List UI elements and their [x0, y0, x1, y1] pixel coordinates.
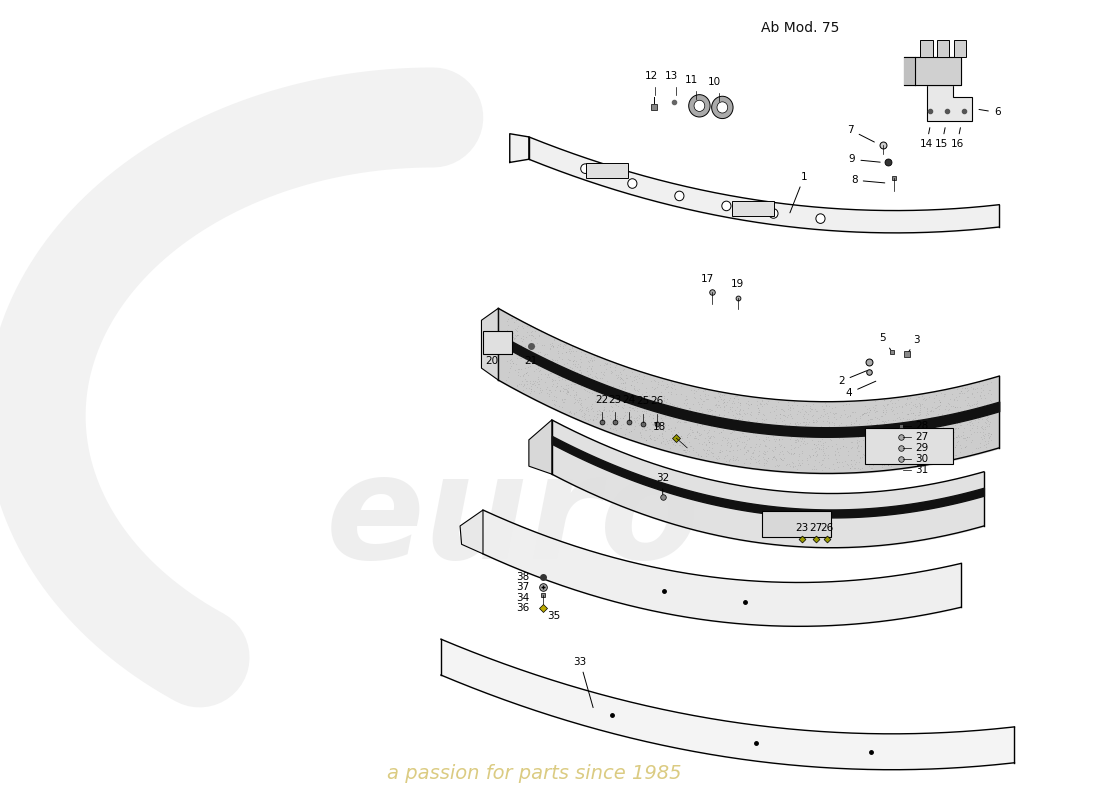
FancyBboxPatch shape [921, 40, 933, 57]
Polygon shape [460, 510, 483, 554]
Text: 21: 21 [525, 356, 538, 366]
Circle shape [717, 102, 728, 113]
Text: 27: 27 [808, 523, 823, 533]
Text: 23: 23 [795, 523, 808, 533]
Circle shape [628, 178, 637, 188]
Text: 12: 12 [645, 71, 658, 81]
Circle shape [712, 96, 733, 118]
Text: 29: 29 [915, 443, 928, 453]
Text: 7: 7 [847, 125, 874, 142]
Circle shape [722, 201, 732, 210]
FancyBboxPatch shape [483, 331, 512, 354]
Circle shape [694, 100, 705, 111]
Text: Ab Mod. 75: Ab Mod. 75 [761, 22, 839, 35]
Polygon shape [903, 57, 915, 85]
Text: 17: 17 [701, 274, 714, 284]
Text: 4: 4 [846, 381, 876, 398]
Text: 26: 26 [650, 396, 663, 406]
Text: a passion for parts since 1985: a passion for parts since 1985 [387, 764, 682, 782]
FancyBboxPatch shape [732, 202, 773, 215]
Text: 13: 13 [666, 71, 679, 81]
Text: 36: 36 [516, 603, 529, 613]
FancyBboxPatch shape [586, 163, 628, 178]
Text: 32: 32 [656, 474, 669, 494]
Text: 25: 25 [636, 396, 649, 406]
Text: 35: 35 [548, 611, 561, 622]
Circle shape [581, 164, 590, 174]
Text: 33: 33 [573, 657, 593, 707]
Text: 10: 10 [708, 77, 722, 86]
Text: 14: 14 [920, 128, 933, 150]
Text: 30: 30 [915, 454, 928, 464]
Text: 5: 5 [880, 333, 891, 350]
Polygon shape [915, 57, 961, 85]
Polygon shape [482, 308, 498, 380]
Text: 23: 23 [608, 394, 622, 405]
FancyBboxPatch shape [762, 511, 830, 537]
Text: 24: 24 [623, 394, 636, 405]
Text: 2: 2 [838, 370, 867, 386]
Text: 6: 6 [979, 107, 1001, 118]
Text: 11: 11 [685, 75, 698, 85]
Polygon shape [509, 134, 529, 162]
Text: 28: 28 [915, 421, 928, 430]
FancyBboxPatch shape [954, 40, 966, 57]
Text: 15: 15 [935, 128, 948, 150]
Text: 37: 37 [516, 582, 529, 592]
FancyBboxPatch shape [866, 428, 954, 464]
Text: 27: 27 [915, 432, 928, 442]
Text: 26: 26 [821, 523, 834, 533]
Circle shape [689, 94, 711, 117]
Text: 3: 3 [909, 334, 920, 351]
Circle shape [674, 191, 684, 201]
Text: 22: 22 [595, 394, 608, 405]
Text: 8: 8 [851, 175, 884, 185]
Polygon shape [926, 85, 972, 121]
Text: 19: 19 [732, 278, 745, 289]
Text: 20: 20 [485, 356, 498, 366]
Text: 38: 38 [516, 572, 529, 582]
Circle shape [816, 214, 825, 223]
Text: 16: 16 [950, 128, 964, 150]
Text: 18: 18 [652, 422, 666, 432]
Text: 1: 1 [790, 171, 807, 213]
Text: 9: 9 [849, 154, 880, 165]
Circle shape [769, 209, 778, 218]
Text: euro: euro [327, 449, 701, 590]
Polygon shape [529, 420, 552, 474]
Text: 34: 34 [516, 593, 529, 602]
Text: 31: 31 [915, 465, 928, 475]
FancyBboxPatch shape [937, 40, 949, 57]
